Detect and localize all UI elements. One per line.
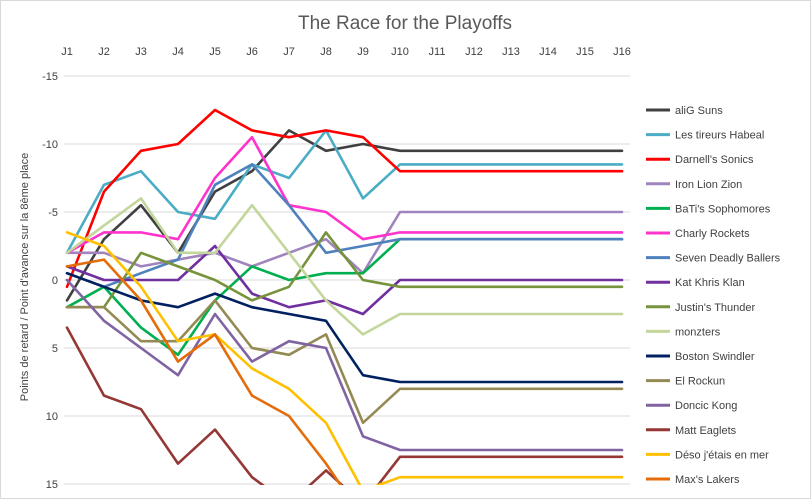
legend-entry: Les tireurs Habeal [675, 130, 764, 142]
y-tick-label: -15 [42, 71, 58, 83]
legend-entry: Boston Swindler [675, 351, 755, 363]
x-tick-label: J3 [135, 46, 147, 58]
x-tick-label: J12 [465, 46, 483, 58]
y-tick-label: 10 [46, 411, 58, 423]
x-tick-label: J7 [283, 46, 295, 58]
legend: aliG Suns Les tireurs Habeal Darnell's Son… [646, 105, 781, 486]
legend-entry: Kat Khris Klan [675, 277, 745, 289]
legend-entry: Darnell's Sonics [675, 154, 754, 166]
x-tick-label: J5 [209, 46, 221, 58]
legend-entry: BaTi's Sophomores [675, 203, 771, 215]
y-axis-tick-labels: -15 -10 -5 0 5 10 15 [42, 71, 58, 491]
series-line [65, 197, 624, 336]
x-tick-label: J2 [98, 46, 110, 58]
series-line [65, 326, 624, 485]
series-line [65, 278, 624, 452]
series-line [65, 231, 624, 309]
x-tick-label: J15 [576, 46, 594, 58]
x-tick-label: J4 [172, 46, 184, 58]
legend-entry: El Rockun [675, 376, 725, 388]
legend-entry: Matt Eaglets [675, 425, 737, 437]
x-tick-label: J9 [357, 46, 369, 58]
x-tick-label: J16 [613, 46, 631, 58]
series-line [65, 210, 624, 275]
series-line [65, 258, 343, 485]
chart-title: The Race for the Playoffs [298, 13, 512, 34]
y-tick-label: 5 [52, 343, 58, 355]
x-tick-label: J11 [429, 46, 446, 58]
legend-entry: Seven Deadly Ballers [675, 253, 781, 265]
series-line [65, 163, 624, 289]
x-tick-label: J14 [539, 46, 557, 58]
legend-entry: Iron Lion Zion [675, 179, 742, 191]
series-line [65, 129, 624, 255]
series-line [65, 135, 624, 255]
series-line [65, 108, 624, 289]
legend-entry: Déso j'étais en mer [675, 449, 769, 461]
legend-entry: Max's Lakers [675, 474, 740, 486]
legend-entry: Doncic Kong [675, 400, 737, 412]
x-tick-label: J1 [61, 46, 73, 58]
x-tick-label: J8 [320, 46, 332, 58]
series-line [65, 244, 624, 316]
x-axis-tick-labels: J1 J2 J3 J4 J5 J6 J7 J8 J9 J10 J11 J12 J13 J14 J15 J16 [61, 46, 631, 58]
y-tick-label: 15 [46, 479, 58, 491]
series-line [65, 299, 624, 425]
legend-entry: aliG Suns [675, 105, 723, 117]
y-axis-label: Points de retard / Point d'avance sur la… [19, 153, 31, 402]
series-line [65, 231, 624, 485]
y-tick-label: -10 [42, 139, 58, 151]
legend-entry: Charly Rockets [675, 228, 750, 240]
series-line [65, 129, 624, 302]
y-tick-label: 0 [52, 275, 58, 287]
series-line [65, 271, 624, 384]
x-tick-label: J13 [502, 46, 520, 58]
x-tick-label: J10 [391, 46, 409, 58]
x-tick-label: J6 [246, 46, 258, 58]
series-lines [65, 108, 624, 485]
y-tick-label: -5 [48, 207, 58, 219]
legend-entry: Justin's Thunder [675, 302, 756, 314]
legend-entry: monzters [675, 326, 721, 338]
